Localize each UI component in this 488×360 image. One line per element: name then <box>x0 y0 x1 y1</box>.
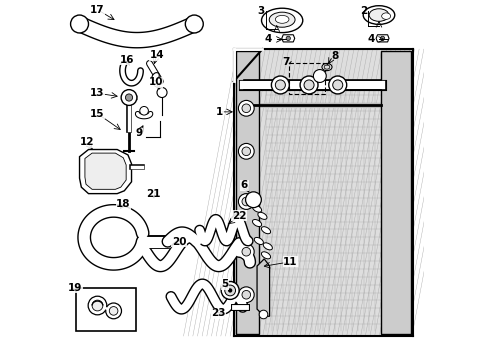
Circle shape <box>224 285 235 296</box>
Circle shape <box>109 307 118 315</box>
Circle shape <box>242 104 250 113</box>
Text: 14: 14 <box>149 50 163 60</box>
Circle shape <box>332 80 342 90</box>
Ellipse shape <box>261 252 270 259</box>
Circle shape <box>157 87 167 98</box>
Circle shape <box>380 36 384 41</box>
Text: 12: 12 <box>79 138 94 147</box>
Circle shape <box>70 15 88 33</box>
Ellipse shape <box>321 63 331 71</box>
Ellipse shape <box>368 9 388 21</box>
Text: 16: 16 <box>120 55 134 65</box>
Text: 18: 18 <box>116 199 130 210</box>
Text: 17: 17 <box>90 5 104 15</box>
Text: 20: 20 <box>172 237 186 247</box>
Ellipse shape <box>252 205 261 212</box>
Circle shape <box>238 287 254 303</box>
Ellipse shape <box>261 8 302 33</box>
Ellipse shape <box>261 227 270 234</box>
Polygon shape <box>281 35 294 42</box>
Text: 7: 7 <box>282 57 289 67</box>
Ellipse shape <box>324 65 329 69</box>
Circle shape <box>221 282 239 300</box>
Polygon shape <box>235 51 258 334</box>
Text: 1: 1 <box>215 107 223 117</box>
Circle shape <box>285 36 290 41</box>
Ellipse shape <box>363 6 394 24</box>
Circle shape <box>238 100 254 116</box>
Circle shape <box>185 15 203 33</box>
Text: 19: 19 <box>68 283 82 293</box>
Text: 11: 11 <box>283 257 297 267</box>
Ellipse shape <box>381 13 390 19</box>
Circle shape <box>242 147 250 156</box>
Circle shape <box>242 197 250 206</box>
Circle shape <box>92 300 102 311</box>
Polygon shape <box>375 35 388 42</box>
Text: 9: 9 <box>135 129 142 138</box>
Circle shape <box>300 76 317 94</box>
Circle shape <box>271 76 289 94</box>
Text: 13: 13 <box>90 88 104 98</box>
Circle shape <box>245 192 261 208</box>
Circle shape <box>259 310 267 319</box>
Text: 10: 10 <box>148 77 163 87</box>
Polygon shape <box>380 51 410 334</box>
Circle shape <box>275 80 285 90</box>
Polygon shape <box>85 153 126 189</box>
Circle shape <box>328 76 346 94</box>
Ellipse shape <box>275 15 288 23</box>
Circle shape <box>242 291 250 299</box>
Text: 15: 15 <box>90 109 104 119</box>
Text: 6: 6 <box>241 180 247 190</box>
Text: 4: 4 <box>366 35 374 44</box>
Text: 23: 23 <box>211 309 225 318</box>
Circle shape <box>227 288 232 293</box>
Circle shape <box>121 90 137 105</box>
Circle shape <box>238 194 254 210</box>
Ellipse shape <box>269 12 294 27</box>
Ellipse shape <box>263 243 272 250</box>
Polygon shape <box>257 259 269 316</box>
Text: 5: 5 <box>221 279 228 289</box>
Circle shape <box>238 244 254 260</box>
Text: 21: 21 <box>145 189 160 199</box>
Text: 8: 8 <box>330 51 338 61</box>
Polygon shape <box>233 49 412 336</box>
Circle shape <box>88 296 106 315</box>
Circle shape <box>304 80 313 90</box>
Circle shape <box>125 94 132 101</box>
Bar <box>76 288 136 331</box>
Circle shape <box>140 107 148 115</box>
Text: 2: 2 <box>359 6 366 16</box>
Text: 22: 22 <box>231 211 246 221</box>
Ellipse shape <box>257 212 266 219</box>
Circle shape <box>105 303 121 319</box>
Text: 4: 4 <box>264 35 271 44</box>
Text: 3: 3 <box>257 6 264 17</box>
Circle shape <box>242 247 250 256</box>
Circle shape <box>313 69 325 82</box>
Ellipse shape <box>254 238 263 244</box>
Polygon shape <box>80 149 131 194</box>
Circle shape <box>238 143 254 159</box>
Ellipse shape <box>252 220 261 226</box>
Ellipse shape <box>152 73 159 81</box>
Bar <box>289 63 325 94</box>
